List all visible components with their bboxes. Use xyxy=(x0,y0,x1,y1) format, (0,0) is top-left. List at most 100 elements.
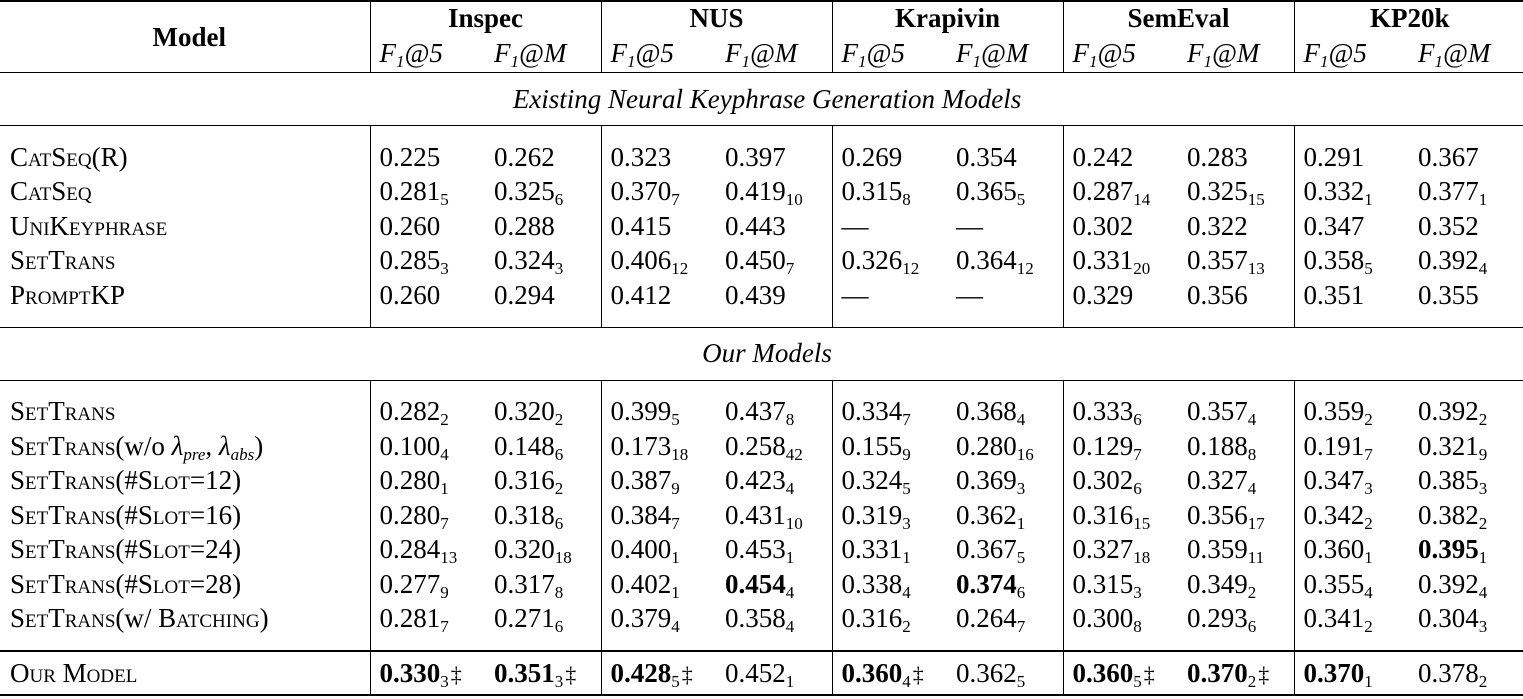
table-cell: 0.32515 xyxy=(1178,175,1294,210)
cell-std-subscript: 16 xyxy=(1016,444,1034,464)
cell-value: 0.225 xyxy=(379,141,441,172)
metric-header: F1@5 xyxy=(831,34,948,73)
table-cell: 0.2647 xyxy=(947,602,1063,637)
cell-value: 0.317 xyxy=(494,568,555,599)
cell-value: 0.327 xyxy=(1187,465,1248,496)
cell-value: 0.155 xyxy=(841,430,903,461)
cell-std-subscript: 8 xyxy=(785,410,795,430)
cell-value: 0.437 xyxy=(725,396,786,427)
cell-value: 0.287 xyxy=(1072,176,1134,207)
table-cell: 0.3822 xyxy=(1409,498,1523,533)
cell-std-subscript: 14 xyxy=(1133,190,1151,210)
table-cell: 0.40612 xyxy=(600,243,717,278)
section-spacer xyxy=(0,636,1523,651)
cell-value: 0.277 xyxy=(379,568,441,599)
cell-std-subscript: 2 xyxy=(1478,671,1488,691)
table-cell: 0.1559 xyxy=(831,429,948,464)
model-name: CatSeq xyxy=(0,175,370,210)
cell-value: 0.354 xyxy=(956,141,1017,172)
table-cell: 0.439 xyxy=(716,278,832,313)
cell-value: 0.271 xyxy=(494,603,555,634)
table-cell: 0.3707 xyxy=(600,174,717,209)
model-name: SetTrans(#Slot=16) xyxy=(10,499,242,530)
cell-value: 0.329 xyxy=(1072,279,1134,310)
model-base-name: SetTrans xyxy=(10,499,116,530)
cell-std-subscript: 3 xyxy=(1364,479,1373,499)
table-cell: 0.351 xyxy=(1293,278,1410,313)
cell-std-subscript: 4 xyxy=(785,479,795,499)
cell-std-subscript: 2 xyxy=(902,617,911,637)
table-cell: 0.36412 xyxy=(947,244,1063,279)
cell-std-subscript: 20 xyxy=(1133,259,1151,279)
cell-value: 0.331 xyxy=(1072,245,1134,276)
cell-std-subscript: 1 xyxy=(671,548,680,568)
table-row: SetTrans(#Slot=12) 0.2801 0.3162 0.3879 0.42… xyxy=(0,463,1523,499)
table-cell: 0.329 xyxy=(1062,278,1179,313)
metric-header: F1@M xyxy=(1187,37,1260,71)
cell-std-subscript: 9 xyxy=(671,479,680,499)
cell-value: 0.315 xyxy=(841,176,903,207)
table-cell: 0.3219 xyxy=(1409,429,1523,464)
header-row-datasets: Model Inspec NUS Krapivin SemEval KP20k xyxy=(0,1,1523,52)
cell-value: 0.370 xyxy=(1187,657,1248,688)
table-cell: 0.3853 xyxy=(1409,464,1523,499)
table-cell: 0.3625 xyxy=(947,651,1063,695)
cell-std-subscript: 5 xyxy=(671,671,680,691)
table-cell: 0.3384 xyxy=(831,567,948,602)
table-cell: 0.3178 xyxy=(485,567,601,602)
table-cell: 0.3202 xyxy=(485,395,601,430)
cell-std-subscript: 7 xyxy=(785,259,795,279)
cell-std-subscript: 2 xyxy=(1364,513,1373,533)
model-base-name: SetTrans xyxy=(10,430,116,461)
cell-value: 0.364 xyxy=(956,245,1017,276)
metric-header: F1@5 xyxy=(600,34,717,73)
cell-std-subscript: 7 xyxy=(671,513,680,533)
cell-value: 0.294 xyxy=(494,279,555,310)
cell-value: 0.342 xyxy=(1303,499,1365,530)
cell-value: 0.324 xyxy=(494,245,555,276)
cell-std-subscript: 4 xyxy=(1364,582,1373,602)
section-spacer xyxy=(0,125,1523,140)
table-cell: 0.31615 xyxy=(1062,498,1179,533)
cell-std-subscript: 1 xyxy=(440,479,449,499)
cell-std-subscript: 7 xyxy=(1133,444,1142,464)
model-column-header: Model xyxy=(152,21,227,52)
cell-value: 0.341 xyxy=(1303,603,1365,634)
table-cell: 0.3321 xyxy=(1293,174,1410,209)
dataset-header-krapivin: Krapivin xyxy=(831,1,1064,34)
cell-value: 0.324 xyxy=(841,465,903,496)
cell-std-subscript: 9 xyxy=(440,582,449,602)
table-cell: 0.397 xyxy=(716,140,832,175)
cell-std-subscript: 4 xyxy=(1478,582,1488,602)
table-row: SetTrans(#Slot=28) 0.2779 0.3178 0.4021 0.45… xyxy=(0,567,1523,602)
model-name: Our Model xyxy=(10,657,138,688)
cell-value: 0.284 xyxy=(379,534,441,565)
table-cell: 0.32718 xyxy=(1062,532,1179,567)
model-name: SetTrans(w/ Batching) xyxy=(10,603,269,634)
table-cell: 0.352 xyxy=(1409,209,1523,244)
cell-std-subscript: 2 xyxy=(440,410,449,430)
table-cell: 0.3655 xyxy=(947,175,1063,210)
cell-value: 0.262 xyxy=(494,141,555,172)
model-variant-word: Slot xyxy=(137,499,190,530)
cell-std-subscript: 7 xyxy=(902,410,911,430)
table-cell: 0.2716 xyxy=(485,602,601,637)
table-cell: 0.242 xyxy=(1062,140,1179,175)
cell-value: — xyxy=(841,210,869,241)
cell-value: 0.285 xyxy=(379,245,441,276)
cell-std-subscript: 4 xyxy=(785,582,795,602)
table-cell: 0.443 xyxy=(716,209,832,244)
cell-std-subscript: 6 xyxy=(554,513,564,533)
cell-std-subscript: 5 xyxy=(1016,190,1026,210)
cell-value: 0.338 xyxy=(841,568,903,599)
cell-std-subscript: 18 xyxy=(671,444,689,464)
cell-value: 0.288 xyxy=(494,210,555,241)
cell-value: 0.304 xyxy=(1418,603,1479,634)
metric-header: F1@M xyxy=(494,37,567,71)
cell-value: 0.323 xyxy=(610,141,672,172)
cell-value: 0.360 xyxy=(1072,657,1134,688)
table-cell: 0.3951 xyxy=(1409,533,1523,568)
table-cell: 0.3008 xyxy=(1062,601,1179,636)
cell-std-subscript: 12 xyxy=(1016,259,1034,279)
table-cell: 0.3592 xyxy=(1293,394,1410,429)
